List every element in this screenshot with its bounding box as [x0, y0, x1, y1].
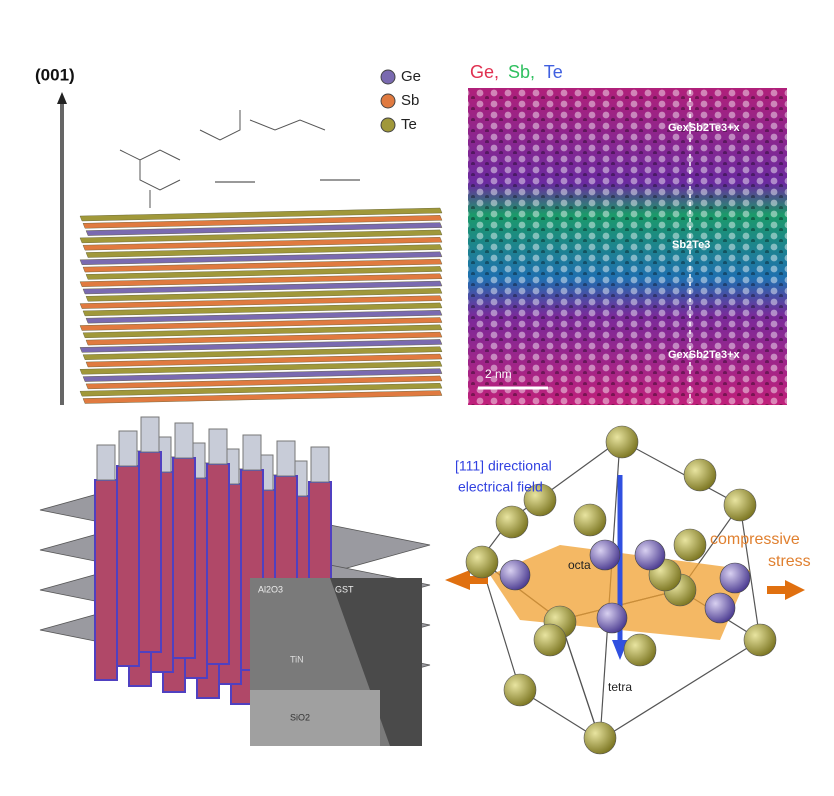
pillar-cap: [96, 444, 116, 481]
atom: [589, 539, 621, 571]
atomic-layer: [82, 236, 443, 251]
atomic-layer: [82, 346, 443, 360]
atomic-layer: [79, 361, 443, 375]
legend-label: Te: [401, 116, 417, 133]
pillar-cap: [208, 428, 228, 465]
inset-label: TiN: [290, 654, 304, 664]
inset-label: GST: [335, 584, 354, 594]
atom: [673, 528, 707, 562]
stress-label: stress: [768, 553, 811, 570]
pillar: [172, 457, 196, 659]
header-te: Te: [544, 62, 563, 82]
atom: [499, 559, 531, 591]
pillar-cap: [118, 430, 138, 467]
stress-arrow: [785, 580, 805, 600]
tetra-label: tetra: [608, 680, 632, 694]
atom: [583, 721, 617, 755]
atomic-layer: [85, 222, 443, 236]
header-ge: Ge,: [470, 62, 499, 82]
atom: [723, 488, 757, 522]
atomic-layer: [79, 295, 443, 309]
atomic-layer: [85, 244, 443, 258]
atomic-layer: [85, 375, 443, 390]
pillar-cap: [276, 440, 296, 477]
atom: [596, 602, 628, 634]
pillar-cap: [140, 416, 160, 453]
atomic-layer: [85, 331, 443, 346]
atomic-layer: [79, 317, 443, 331]
legend-label: Ge: [401, 68, 421, 85]
pillar-cap: [174, 422, 194, 459]
atomic-layer: [82, 258, 443, 273]
stress-arrow: [470, 576, 488, 584]
atom: [533, 623, 567, 657]
atom: [605, 425, 639, 459]
tem-region: [250, 690, 380, 746]
atomic-layer: [79, 207, 443, 222]
atom: [634, 539, 666, 571]
inset-label: Al2O3: [258, 584, 283, 594]
molecules: [119, 110, 360, 208]
header-sb: Sb,: [508, 62, 535, 82]
axis-label: (001): [35, 65, 75, 84]
atomic-layer: [82, 390, 443, 404]
stress-arrow: [445, 570, 470, 590]
atomic-layer: [79, 229, 443, 244]
axis-arrow: [57, 92, 67, 104]
scale-label: 2 nm: [485, 367, 512, 381]
pillar-cap: [310, 446, 330, 483]
atom: [719, 562, 751, 594]
atomic-layer: [85, 353, 443, 368]
layer-stack: [79, 207, 443, 404]
atomic-layer: [85, 309, 443, 324]
atom: [683, 458, 717, 492]
field-label: [111] directional: [455, 458, 552, 474]
pillar: [138, 451, 162, 653]
atom: [465, 545, 499, 579]
region-label: GexSb2Te3+x: [668, 122, 741, 134]
atomic-layer: [82, 280, 443, 295]
atomic-layer: [79, 251, 443, 266]
atom: [623, 633, 657, 667]
field-label: electrical field: [458, 479, 543, 495]
legend-swatch: [380, 93, 396, 109]
pillar: [116, 465, 140, 667]
field-arrow: [612, 640, 628, 660]
legend-label: Sb: [401, 92, 419, 109]
atom: [743, 623, 777, 657]
legend-swatch: [380, 69, 396, 85]
region-label: GexSb2Te3+x: [668, 349, 741, 361]
atomic-layer: [82, 324, 443, 339]
atom: [573, 503, 607, 537]
atomic-layer: [82, 302, 443, 317]
atomic-layer: [79, 339, 443, 353]
pillar: [94, 479, 118, 681]
tem-region: [330, 578, 422, 746]
atomic-layer: [85, 266, 443, 280]
pillar: [206, 463, 230, 665]
atomic-layer: [79, 273, 443, 287]
atomic-layer: [85, 288, 443, 302]
legend-swatch: [380, 117, 396, 133]
atoms: [465, 425, 777, 755]
atom: [503, 673, 537, 707]
hrtem-lattice: [468, 88, 787, 405]
octa-label: octa: [568, 558, 591, 572]
inset-label: SiO2: [290, 712, 310, 722]
atom: [495, 505, 529, 539]
stress-label: compressive: [710, 531, 800, 548]
region-label: Sb2Te3: [672, 239, 710, 251]
element-header: Ge, Sb, Te: [470, 62, 563, 82]
atomic-layer: [79, 382, 443, 397]
pillar-cap: [242, 434, 262, 471]
stress-arrow: [767, 586, 785, 594]
atom: [704, 592, 736, 624]
atomic-layer: [82, 215, 443, 229]
atom: [523, 483, 557, 517]
atomic-layer: [82, 368, 443, 382]
